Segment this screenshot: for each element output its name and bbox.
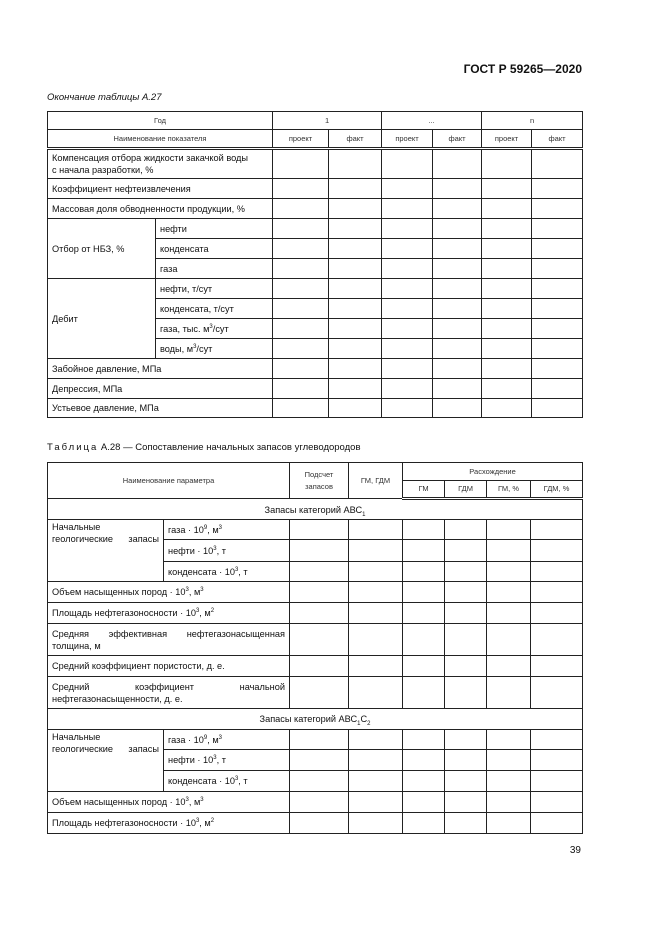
standard-header: ГОСТ Р 59265—2020 — [463, 62, 582, 76]
section-abc1: Запасы категорий АВС1 — [46, 498, 584, 520]
table-row: Коэффициент нефтеизвлечения — [46, 178, 584, 199]
section-abc1c2: Запасы категорий АВС1С2 — [46, 708, 584, 730]
table-a28: Наименование параметра Подсчет запасов ГМ,… — [46, 462, 584, 834]
table-a27: Год 1... n Наименование показателя проект фа… — [46, 111, 584, 418]
table-row: Депрессия, МПа — [46, 378, 584, 399]
table-row: Устьевое давление, МПа — [46, 398, 584, 418]
page-number: 39 — [569, 845, 581, 856]
table-row: Компенсация отбора жидкости закачкой вод… — [46, 148, 584, 179]
table2-caption: Таблица А.28 — Сопоставление начальных з… — [47, 442, 361, 453]
table-row: Массовая доля обводненности продукции, % — [46, 198, 584, 219]
table-row: Забойное давление, МПа — [46, 358, 584, 379]
table1-caption: Окончание таблицы А.27 — [47, 92, 162, 103]
